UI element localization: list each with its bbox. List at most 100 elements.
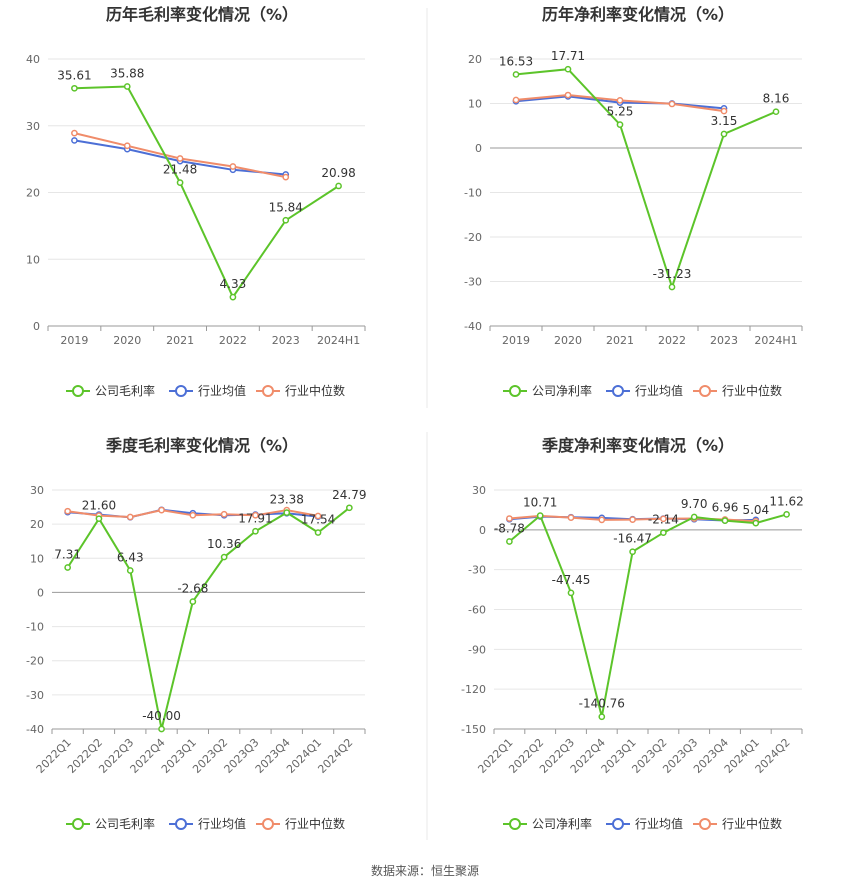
legend-item-avg: 行业均值 <box>606 816 683 831</box>
data-point-company <box>123 83 131 90</box>
data-point-median <box>158 506 165 514</box>
y-tick-label: 10 <box>468 98 482 111</box>
x-tick-label: 2023 <box>272 334 300 347</box>
legend-label: 公司净利率 <box>532 816 592 831</box>
legend-item-company: 公司净利率 <box>503 383 592 398</box>
legend-marker-icon <box>509 385 521 397</box>
legend-item-avg: 行业均值 <box>606 383 683 398</box>
data-label: 10.71 <box>523 496 557 510</box>
data-point-median <box>252 511 259 519</box>
y-tick-label: 0 <box>475 142 482 155</box>
data-point-median <box>668 100 676 108</box>
legend-label: 公司毛利率 <box>95 816 155 831</box>
data-point-company <box>506 538 513 545</box>
data-point-company <box>71 84 78 92</box>
y-tick-label: -150 <box>461 723 486 736</box>
x-tick-label: 2020 <box>113 334 141 347</box>
legend-item-company: 公司毛利率 <box>66 383 155 398</box>
data-label: -8.78 <box>494 521 525 535</box>
legend-marker-icon <box>72 818 84 830</box>
data-point-median <box>512 96 520 104</box>
x-tick-label: 2023 <box>710 334 738 347</box>
data-point-company <box>629 548 636 556</box>
y-tick-label: 20 <box>30 518 44 531</box>
data-point-company <box>282 216 290 224</box>
legend-label: 行业均值 <box>635 816 683 831</box>
x-tick-label: 2024Q2 <box>315 736 355 776</box>
y-tick-label: -10 <box>464 187 482 200</box>
data-label: 4.33 <box>220 277 247 291</box>
x-tick-label: 2021 <box>166 334 194 347</box>
data-label: 17.71 <box>551 49 585 63</box>
data-point-company <box>95 515 103 523</box>
data-point-company <box>668 283 676 291</box>
legend-label: 公司净利率 <box>532 383 592 398</box>
data-point-company <box>536 512 544 519</box>
y-tick-label: -20 <box>464 231 482 244</box>
data-point-median <box>176 155 184 162</box>
y-tick-label: 40 <box>26 53 40 66</box>
data-point-avg <box>71 137 78 144</box>
data-point-median <box>660 515 667 523</box>
legend-label: 行业中位数 <box>722 383 782 398</box>
data-point-median <box>506 515 513 522</box>
x-tick-label: 2019 <box>60 334 88 347</box>
data-point-median <box>629 516 636 523</box>
y-tick-label: 0 <box>33 320 40 333</box>
data-point-median <box>123 142 131 150</box>
chart-quarterly-gross: 季度毛利率变化情况（%）-40-30-20-1001020302022Q1202… <box>26 436 366 831</box>
y-tick-label: -60 <box>468 604 486 617</box>
series-line-company <box>515 68 777 291</box>
data-label: 7.31 <box>54 547 81 561</box>
data-label: 17.91 <box>238 511 272 525</box>
data-point-company <box>616 121 624 128</box>
data-point-company <box>346 504 353 512</box>
chart-title: 季度毛利率变化情况（%） <box>105 436 298 455</box>
legend-marker-icon <box>175 385 187 397</box>
y-tick-label: 20 <box>26 187 40 200</box>
legend-marker-icon <box>509 818 521 830</box>
data-label: -40.00 <box>142 709 181 723</box>
legend-marker-icon <box>262 385 274 397</box>
chart-annual-net: 历年净利率变化情况（%） -40 -30 -20 -10 0 10 20 2019 2020 202… <box>464 5 803 398</box>
data-point-median <box>229 163 237 170</box>
data-point-company <box>252 527 259 535</box>
legend-label: 行业均值 <box>198 383 246 398</box>
legend-label: 公司毛利率 <box>95 383 155 398</box>
data-point-median <box>64 507 72 515</box>
data-label: 16.53 <box>499 54 533 68</box>
legend-item-avg: 行业均值 <box>169 383 246 398</box>
data-label: 5.04 <box>742 503 769 517</box>
data-point-median <box>282 173 290 181</box>
y-tick-label: -120 <box>461 683 486 696</box>
data-point-company <box>660 529 667 537</box>
data-point-company <box>772 108 780 116</box>
data-point-company <box>783 511 790 518</box>
data-point-median <box>598 516 606 524</box>
data-label: 10.36 <box>207 537 241 551</box>
data-point-median <box>126 513 134 521</box>
data-point-median <box>616 97 624 104</box>
x-tick-label: 2024H1 <box>317 334 360 347</box>
y-tick-label: -40 <box>26 723 44 736</box>
y-tick-label: -40 <box>464 320 482 333</box>
y-tick-label: 30 <box>26 120 40 133</box>
data-point-company <box>64 564 72 571</box>
data-label: 3.15 <box>711 114 738 128</box>
y-tick-label: 20 <box>468 53 482 66</box>
data-point-company <box>158 725 165 733</box>
data-point-company <box>512 71 520 78</box>
legend-item-median: 行业中位数 <box>693 816 782 831</box>
chart-title: 季度净利率变化情况（%） <box>541 436 734 455</box>
data-point-company <box>314 529 322 536</box>
data-point-company <box>721 517 729 524</box>
chart-quarterly-net: 季度净利率变化情况（%）-150-120-90-60-300302022Q120… <box>461 436 804 831</box>
data-point-median <box>567 514 575 521</box>
chart-title: 历年净利率变化情况（%） <box>542 5 734 24</box>
legend-label: 行业均值 <box>198 816 246 831</box>
data-label: 20.98 <box>321 166 355 180</box>
data-point-median <box>220 510 228 518</box>
data-point-company <box>564 65 572 73</box>
data-label: -16.47 <box>613 532 652 546</box>
